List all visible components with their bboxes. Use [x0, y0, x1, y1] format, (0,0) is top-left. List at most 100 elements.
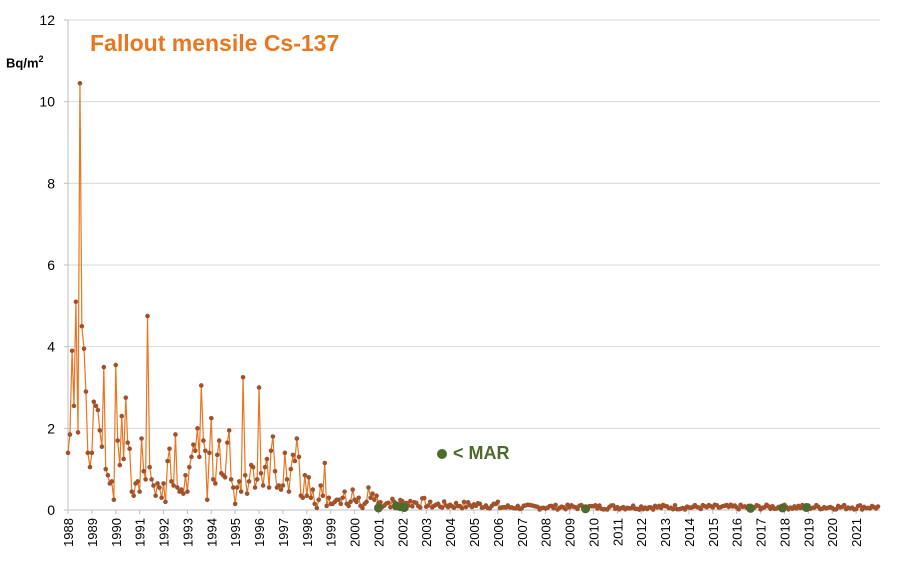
data-point: [145, 313, 150, 319]
x-tick-label: 2018: [777, 518, 792, 547]
data-point: [302, 472, 308, 478]
data-point: [364, 499, 369, 505]
data-point: [117, 462, 123, 468]
data-point: [214, 452, 220, 458]
x-tick-label: 2010: [586, 518, 601, 547]
data-point: [216, 438, 222, 443]
x-tick-label: 1995: [228, 518, 243, 547]
data-point: [73, 299, 79, 305]
data-point: [242, 472, 248, 478]
data-point: [161, 481, 166, 486]
x-tick-label: 2007: [515, 518, 530, 547]
data-point: [326, 495, 332, 501]
data-point: [320, 493, 326, 499]
data-point: [210, 477, 216, 482]
mar-point: [373, 503, 383, 513]
legend-marker: [437, 448, 447, 459]
data-point: [187, 464, 192, 470]
y-tick-label: 6: [47, 257, 55, 273]
data-point: [143, 477, 148, 482]
data-point: [350, 487, 355, 492]
data-point: [857, 503, 863, 508]
data-point: [312, 501, 318, 507]
data-point: [97, 428, 103, 433]
grid-lines: [68, 19, 880, 429]
data-point: [324, 503, 329, 509]
data-point: [224, 440, 230, 445]
data-point: [461, 499, 467, 505]
y-tick-labels: 0 2 4 6 8 10 12: [39, 12, 68, 518]
x-tick-label: 2013: [658, 518, 673, 547]
data-point: [222, 475, 228, 480]
data-point: [300, 495, 306, 501]
data-point: [147, 464, 152, 470]
x-tick-label: 1996: [252, 518, 267, 547]
data-point: [841, 502, 847, 508]
data-point: [318, 483, 323, 488]
data-point: [169, 479, 174, 484]
data-point: [125, 440, 131, 445]
data-point: [79, 323, 85, 329]
data-point: [87, 464, 93, 470]
data-point: [113, 362, 119, 368]
mar-point: [746, 503, 756, 513]
data-point: [93, 403, 99, 409]
data-point: [370, 491, 375, 496]
data-point: [99, 444, 105, 450]
data-point: [198, 383, 204, 388]
data-point: [67, 432, 73, 437]
data-point: [75, 430, 81, 435]
data-point: [228, 477, 234, 482]
data-point: [278, 487, 284, 492]
x-tick-label: 1989: [85, 518, 100, 547]
data-point: [670, 506, 676, 512]
data-point: [338, 501, 344, 507]
data-point: [111, 497, 117, 503]
data-point: [81, 346, 87, 352]
x-tick-label: 2019: [801, 518, 816, 547]
data-point: [179, 487, 184, 492]
data-point: [91, 399, 97, 405]
data-point: [463, 504, 469, 510]
data-point: [240, 374, 246, 380]
data-point: [288, 466, 294, 472]
data-point: [459, 505, 465, 511]
data-point: [149, 477, 154, 482]
x-tick-label: 1988: [61, 518, 76, 547]
data-point: [410, 504, 415, 509]
x-tick-label: 2004: [443, 518, 458, 547]
data-point: [296, 454, 302, 460]
data-point: [250, 464, 256, 470]
y-tick-label: 12: [39, 12, 55, 28]
data-point: [672, 502, 678, 508]
x-tick-label: 1994: [204, 518, 219, 547]
data-point: [374, 493, 379, 499]
data-point: [366, 485, 371, 490]
data-point: [195, 426, 200, 431]
data-point: [129, 489, 135, 494]
x-tick-label: 2017: [754, 518, 769, 547]
x-tick-label: 2000: [348, 518, 363, 547]
y-axis-label-superscript: 2: [38, 54, 44, 64]
x-tick-label: 1993: [180, 518, 195, 547]
data-point: [314, 505, 320, 511]
data-point: [197, 454, 202, 460]
data-point: [230, 485, 236, 490]
data-point: [77, 80, 83, 86]
data-point: [244, 491, 250, 496]
data-point: [306, 475, 312, 480]
data-point: [105, 472, 111, 478]
data-point: [71, 403, 77, 409]
x-tick-label: 2009: [563, 518, 578, 547]
data-point: [137, 489, 142, 494]
series-mar: [373, 501, 811, 514]
data-point: [192, 448, 198, 454]
data-point: [258, 470, 264, 476]
data-point: [284, 477, 290, 482]
data-point: [185, 489, 190, 494]
data-point: [368, 495, 373, 501]
y-tick-label: 8: [47, 175, 55, 191]
data-point: [238, 489, 244, 494]
data-point: [189, 454, 194, 460]
